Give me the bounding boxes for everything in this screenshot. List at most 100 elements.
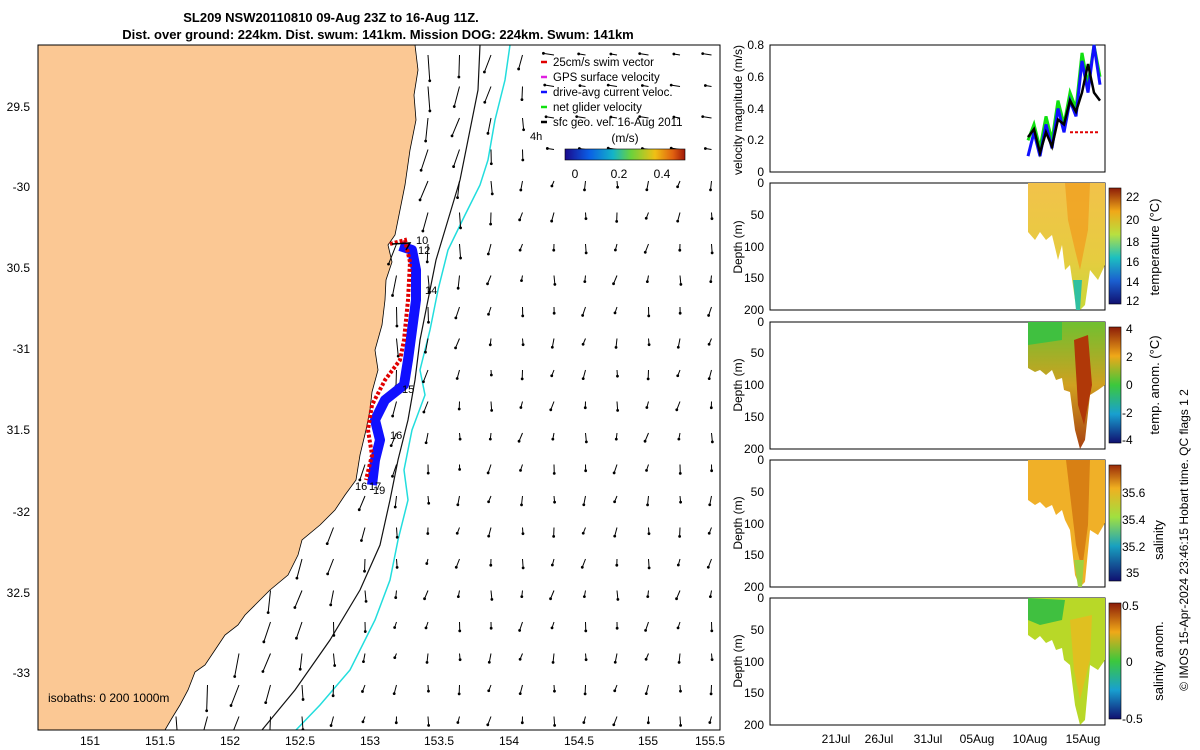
geo-velocity-arrow	[394, 495, 397, 508]
vel-y-tick: 0.2	[747, 133, 764, 147]
geo-velocity-arrowhead	[521, 314, 525, 318]
speed-colorbar-tick: 0.4	[654, 167, 671, 181]
geo-velocity-arrowhead	[486, 131, 490, 135]
temp-anom-colorbar	[1108, 326, 1122, 444]
geo-velocity-arrow	[615, 338, 618, 348]
salinity-anom-warm-patch	[1070, 615, 1092, 700]
legend-gps-label: GPS surface velocity	[553, 72, 660, 84]
geo-velocity-arrowhead	[644, 657, 648, 661]
geo-velocity-arrow	[678, 653, 681, 663]
geo-velocity-arrow	[639, 53, 649, 56]
geo-velocity-arrow	[613, 464, 618, 474]
salinity-colorbar	[1108, 464, 1122, 582]
velocity-line-mean-speed	[1027, 63, 1101, 158]
geo-velocity-arrow	[456, 369, 460, 379]
map-x-tick: 155.5	[695, 734, 725, 748]
geo-velocity-arrowhead	[644, 692, 648, 696]
geo-velocity-arrowhead	[517, 439, 521, 443]
glider-track-depth-avg	[367, 241, 421, 486]
time-tick: 26Jul	[865, 732, 894, 746]
geo-velocity-arrowhead	[266, 611, 270, 615]
geo-velocity-arrow	[457, 180, 460, 198]
geo-velocity-arrowhead	[640, 84, 644, 87]
geo-velocity-arrowhead	[677, 660, 681, 664]
day-label: 14	[425, 285, 437, 297]
geo-velocity-arrow	[711, 243, 713, 253]
geo-velocity-arrowhead	[710, 469, 714, 473]
geo-velocity-arrowhead	[424, 139, 428, 143]
geo-velocity-arrowhead	[489, 626, 493, 630]
geo-velocity-arrow	[613, 716, 618, 725]
geo-velocity-arrow	[616, 401, 619, 411]
geo-velocity-arrowhead	[550, 219, 554, 223]
isobath-200m	[261, 45, 481, 730]
geo-velocity-arrowhead	[543, 83, 547, 87]
geo-velocity-arrowhead	[615, 626, 619, 630]
geo-velocity-arrow	[396, 527, 398, 538]
geo-velocity-arrowhead	[609, 115, 613, 119]
geo-velocity-arrow	[333, 653, 336, 666]
geo-velocity-arrowhead	[425, 660, 429, 664]
geo-velocity-arrowhead	[553, 282, 557, 286]
geo-velocity-arrow	[522, 558, 524, 568]
geo-velocity-arrow	[483, 54, 492, 73]
geo-velocity-arrowhead	[584, 658, 588, 662]
depth-tick: 50	[751, 208, 765, 222]
geo-velocity-arrowhead	[332, 633, 336, 637]
geo-velocity-arrowhead	[582, 721, 586, 724]
geo-velocity-arrowhead	[360, 539, 363, 542]
geo-velocity-arrow	[459, 212, 462, 228]
map-x-tick: 152.5	[285, 734, 315, 748]
depth-tick: 200	[744, 442, 764, 456]
geo-velocity-arrow	[614, 527, 618, 537]
geo-velocity-arrowhead	[520, 595, 524, 599]
geo-velocity-arrowhead	[395, 566, 399, 569]
geo-velocity-arrowhead	[645, 280, 649, 283]
geo-velocity-arrowhead	[458, 658, 462, 662]
geo-velocity-arrowhead	[643, 250, 647, 254]
geo-velocity-arrow	[487, 275, 492, 284]
geo-velocity-arrow	[388, 243, 397, 265]
geo-velocity-arrow	[453, 149, 460, 167]
geo-velocity-arrowhead	[452, 165, 456, 168]
geo-velocity-arrowhead	[584, 469, 588, 473]
geo-velocity-arrow	[484, 86, 492, 103]
geo-velocity-arrowhead	[487, 312, 490, 316]
geo-velocity-arrowhead	[549, 408, 553, 412]
geo-velocity-arrow	[427, 716, 430, 726]
time-tick: 15Aug	[1066, 732, 1101, 746]
geo-velocity-arrow	[301, 716, 304, 730]
geo-velocity-arrow	[519, 621, 523, 631]
velocity-panel: 0.8 0.6 0.4 0.2 0 velocity magnitude (m/…	[731, 38, 1106, 179]
geo-velocity-arrowhead	[363, 569, 366, 573]
time-tick: 10Aug	[1013, 732, 1048, 746]
geo-velocity-arrow	[395, 369, 397, 387]
geo-velocity-arrowhead	[552, 534, 556, 538]
depth-tick: 50	[751, 485, 765, 499]
geo-velocity-arrow	[518, 54, 523, 70]
geo-velocity-arrowhead	[233, 675, 237, 678]
geo-velocity-arrow	[230, 684, 240, 706]
geo-velocity-arrowhead	[703, 147, 707, 150]
geo-velocity-arrow	[552, 653, 555, 663]
temp-anom-hot-core	[1074, 335, 1092, 425]
geo-velocity-arrowhead	[428, 290, 431, 294]
geo-velocity-arrowhead	[578, 84, 582, 88]
geo-velocity-arrowhead	[428, 79, 432, 83]
geo-velocity-arrow	[676, 401, 681, 410]
geo-velocity-arrowhead	[581, 531, 585, 535]
geo-velocity-arrowhead	[394, 721, 398, 725]
map-x-tick: 153	[360, 734, 380, 748]
speed-colorbar-title: (m/s)	[611, 131, 638, 145]
geo-velocity-arrow	[457, 275, 460, 289]
geo-velocity-arrowhead	[613, 248, 617, 252]
geo-velocity-arrow	[490, 401, 493, 411]
geo-velocity-arrowhead	[261, 670, 265, 673]
geo-velocity-arrowhead	[678, 471, 682, 475]
legend-depth-avg-label: drive-avg current veloc.	[553, 87, 673, 99]
speed-colorbar-tick: 0	[572, 167, 579, 181]
geo-velocity-arrow	[647, 495, 649, 505]
geo-velocity-arrowhead	[229, 704, 233, 707]
day-label: 16	[390, 430, 402, 442]
map-panel: 10 12 14 15 16 16 17 19 25cm/s swim vect…	[7, 44, 725, 748]
